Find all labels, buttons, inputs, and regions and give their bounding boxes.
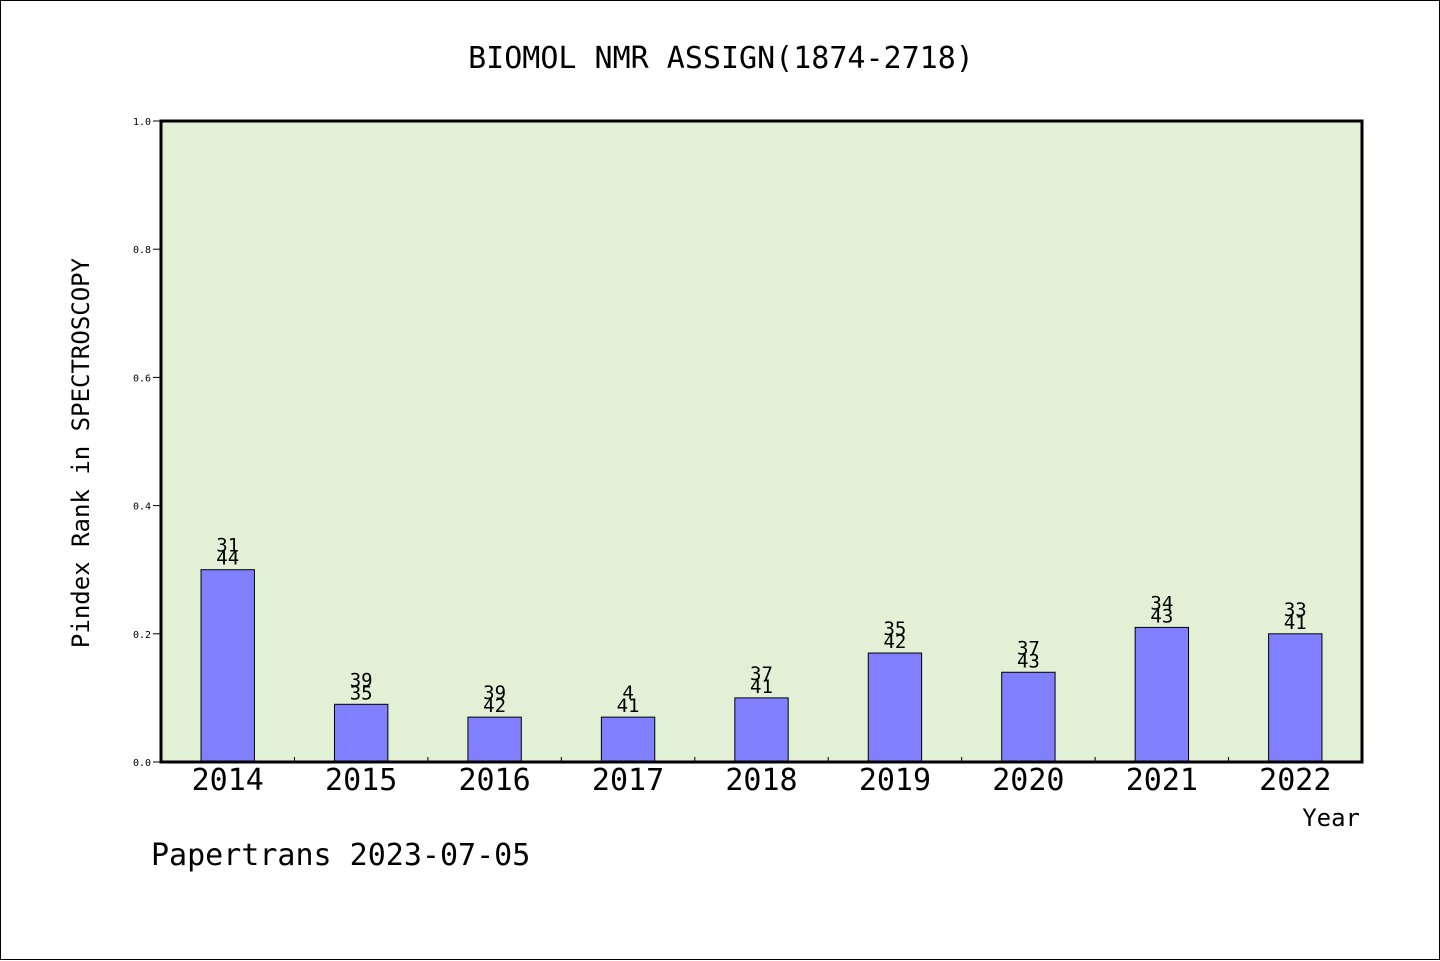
bar-label-top: 39: [350, 669, 373, 691]
y-tick-label: 0.2: [133, 630, 151, 641]
bar-2020: [1001, 671, 1056, 763]
bar-2018: [734, 697, 789, 763]
y-tick-label: 0.6: [133, 373, 151, 384]
x-axis-ticks: 2014 2015 2016 2017 2018 2019 2020 2021 2022: [192, 757, 1331, 798]
y-axis-label: Pindex Rank in SPECTROSCOPY: [67, 257, 95, 648]
bar-2017: [600, 716, 656, 763]
x-tick-label: 2014: [192, 763, 264, 798]
bars: [200, 569, 1323, 763]
bar-2015: [333, 703, 389, 763]
bar-label-top: 4: [622, 682, 633, 704]
y-tick-label: 1.0: [133, 117, 151, 128]
footer-credit: Papertrans 2023-07-05: [151, 838, 530, 873]
x-axis-label: Year: [1302, 804, 1360, 832]
x-tick-label: 2018: [725, 763, 797, 798]
y-axis-ticks: 0.0 0.2 0.4 0.6 0.8 1.0: [133, 117, 161, 769]
y-tick-label: 0.4: [133, 502, 151, 513]
x-tick-label: 2015: [325, 763, 397, 798]
x-tick-label: 2016: [458, 763, 530, 798]
bar-label-bottom: 43: [1150, 605, 1173, 627]
bar-label-bottom: 42: [883, 631, 906, 653]
y-tick-label: 0.0: [133, 758, 151, 769]
y-tick-label: 0.8: [133, 245, 151, 256]
x-tick-label: 2019: [859, 763, 931, 798]
bar-label-top: 35: [883, 618, 906, 640]
bar-label-bottom: 41: [1284, 612, 1307, 634]
bar-label-top: 39: [483, 682, 506, 704]
x-tick-label: 2020: [992, 763, 1064, 798]
bar-label-top: 37: [750, 663, 773, 685]
x-tick-label: 2022: [1259, 763, 1331, 798]
bar-label-bottom: 41: [750, 676, 773, 698]
bar-2021: [1134, 626, 1190, 763]
bar-2014: [200, 569, 255, 763]
bar-label-bottom: 35: [350, 682, 373, 704]
bar-2016: [467, 716, 522, 763]
bar-label-top: 31: [216, 535, 239, 557]
bar-label-bottom: 42: [483, 695, 506, 717]
bar-label-top: 37: [1017, 637, 1040, 659]
plot-border: [159, 119, 1364, 764]
bar-label-bottom: 41: [617, 695, 640, 717]
bar-label-bottom: 43: [1017, 650, 1040, 672]
bar-2022: [1268, 633, 1323, 763]
x-tick-label: 2017: [592, 763, 664, 798]
bar-2019: [867, 652, 923, 763]
bar-label-bottom: 44: [216, 548, 239, 570]
chart-title: BIOMOL NMR ASSIGN(1874-2718): [468, 41, 974, 76]
bar-label-top: 34: [1150, 592, 1173, 614]
bar-label-top: 33: [1284, 599, 1307, 621]
x-tick-label: 2021: [1126, 763, 1198, 798]
